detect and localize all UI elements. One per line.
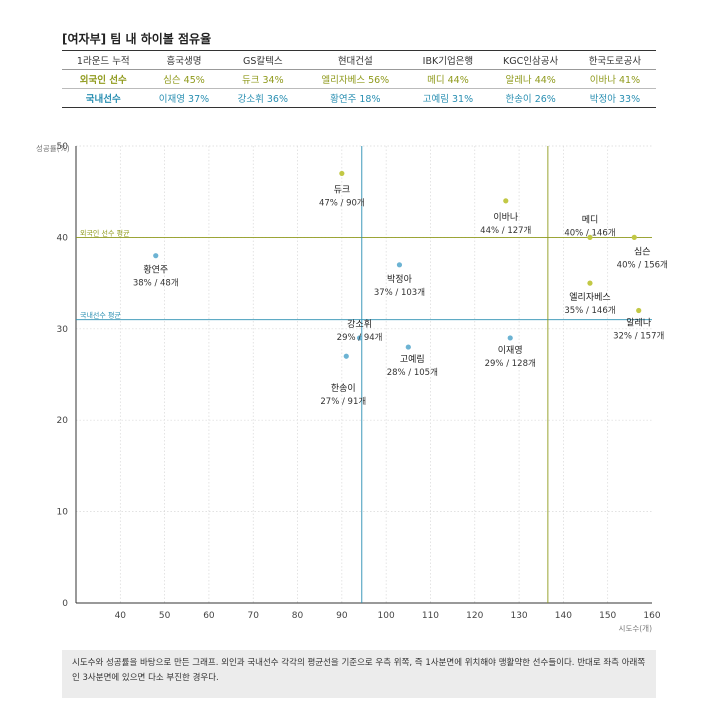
table-header-row: 1라운드 누적 흥국생명 GS칼텍스 현대건설 IBK기업은행 KGC인삼공사 … <box>62 50 656 70</box>
table-row-foreign: 외국인 선수 심슨 45% 듀크 34% 엘리자베스 56% 메디 44% 알레… <box>62 69 656 89</box>
data-point <box>153 253 159 259</box>
x-tick-label: 40 <box>115 611 127 621</box>
point-name-label: 박정아 <box>387 274 413 285</box>
x-tick-label: 160 <box>643 611 660 621</box>
team-header: IBK기업은행 <box>408 50 488 70</box>
point-name-label: 알레나 <box>626 318 651 329</box>
team-header: 한국도로공사 <box>573 50 656 70</box>
table-cell: 고예림 31% <box>408 88 488 108</box>
point-value-label: 38% / 48개 <box>133 278 179 289</box>
x-axis-title: 시도수(개) <box>619 623 653 633</box>
team-header: 현대건설 <box>302 50 409 70</box>
y-tick-label: 10 <box>57 508 69 518</box>
data-point <box>396 262 403 268</box>
y-tick-label: 40 <box>57 233 69 243</box>
summary-table: 1라운드 누적 흥국생명 GS칼텍스 현대건설 IBK기업은행 KGC인삼공사 … <box>62 50 656 108</box>
data-point <box>631 234 637 240</box>
x-tick-label: 120 <box>466 611 483 621</box>
point-name-label: 듀크 <box>334 184 351 195</box>
data-point <box>587 280 593 286</box>
team-header: 흥국생명 <box>144 50 224 70</box>
data-point <box>636 307 642 314</box>
y-tick-label: 50 <box>57 142 69 152</box>
x-tick-label: 150 <box>599 611 616 621</box>
chart-caption: 시도수와 성공률을 바탕으로 만든 그래프. 외인과 국내선수 각각의 평균선을… <box>62 650 656 698</box>
table-cell: 엘리자베스 56% <box>302 69 409 89</box>
point-name-label: 황연주 <box>143 265 168 276</box>
page-title: [여자부] 팀 내 하이볼 점유율 <box>62 32 212 46</box>
point-name-label: 이재영 <box>498 345 523 356</box>
table-cell: 메디 44% <box>408 69 488 89</box>
point-name-label: 엘리자베스 <box>569 292 610 303</box>
point-value-label: 32% / 157개 <box>613 331 664 342</box>
x-tick-label: 90 <box>336 611 348 621</box>
x-tick-label: 110 <box>422 611 439 621</box>
point-value-label: 28% / 105개 <box>387 367 438 378</box>
table-cell: 이재영 37% <box>144 88 224 108</box>
row-label: 국내선수 <box>62 88 145 108</box>
point-value-label: 29% / 94개 <box>337 332 383 343</box>
x-tick-label: 70 <box>248 611 260 621</box>
table-cell: 황연주 18% <box>302 88 409 108</box>
point-name-label: 고예림 <box>400 353 425 365</box>
table-cell: 한송이 26% <box>487 88 574 108</box>
y-tick-label: 0 <box>62 599 68 609</box>
point-name-label: 이바나 <box>493 212 518 223</box>
x-tick-label: 100 <box>378 611 395 621</box>
data-point <box>405 344 411 350</box>
table-cell: 알레나 44% <box>487 69 574 89</box>
data-point <box>343 353 349 359</box>
point-value-label: 27% / 91개 <box>320 396 366 407</box>
point-value-label: 40% / 146개 <box>564 227 615 238</box>
y-axis-title: 성공률(%) <box>36 144 70 153</box>
point-name-label: 심슨 <box>634 246 651 257</box>
point-value-label: 37% / 103개 <box>374 287 425 298</box>
scatter-chart: 40 50 60 70 80 90 100 110 120 130 140 150 160 0 10 20 30… <box>36 142 668 633</box>
table-cell: 박정아 33% <box>573 88 656 108</box>
point-value-label: 29% / 128개 <box>485 358 536 369</box>
point-name-label: 한송이 <box>331 383 356 394</box>
data-point <box>587 234 593 240</box>
table-row-domestic: 국내선수 이재영 37% 강소휘 36% 황연주 18% 고예림 31% 한송이… <box>62 88 656 108</box>
data-point <box>507 335 513 341</box>
point-value-label: 35% / 146개 <box>564 305 615 316</box>
x-tick-label: 60 <box>203 611 215 621</box>
point-name-label: 메디 <box>582 214 599 225</box>
row-label: 외국인 선수 <box>62 69 145 89</box>
x-tick-label: 50 <box>159 611 171 621</box>
y-tick-label: 20 <box>57 416 69 426</box>
x-tick-label: 140 <box>555 611 572 621</box>
table-cell: 이바나 41% <box>573 69 656 89</box>
x-tick-label: 80 <box>292 611 304 621</box>
table-cell: 심슨 45% <box>144 69 224 89</box>
average-line-label: 국내선수 평균 <box>80 311 121 320</box>
point-value-label: 44% / 127개 <box>480 225 531 236</box>
point-value-label: 40% / 156개 <box>617 259 668 270</box>
average-line-label: 외국인 선수 평균 <box>80 228 130 237</box>
data-point <box>503 198 509 204</box>
table-corner-cell: 1라운드 누적 <box>62 50 145 70</box>
x-tick-label: 130 <box>510 611 527 621</box>
point-name-label: 강소휘 <box>347 319 372 330</box>
data-point <box>339 170 345 177</box>
table-cell: 듀크 34% <box>223 69 303 89</box>
team-header: GS칼텍스 <box>223 50 303 70</box>
team-header: KGC인삼공사 <box>487 50 574 70</box>
y-tick-label: 30 <box>57 325 69 335</box>
table-cell: 강소휘 36% <box>223 88 303 108</box>
point-value-label: 47% / 90개 <box>319 197 365 208</box>
data-point <box>356 335 363 341</box>
